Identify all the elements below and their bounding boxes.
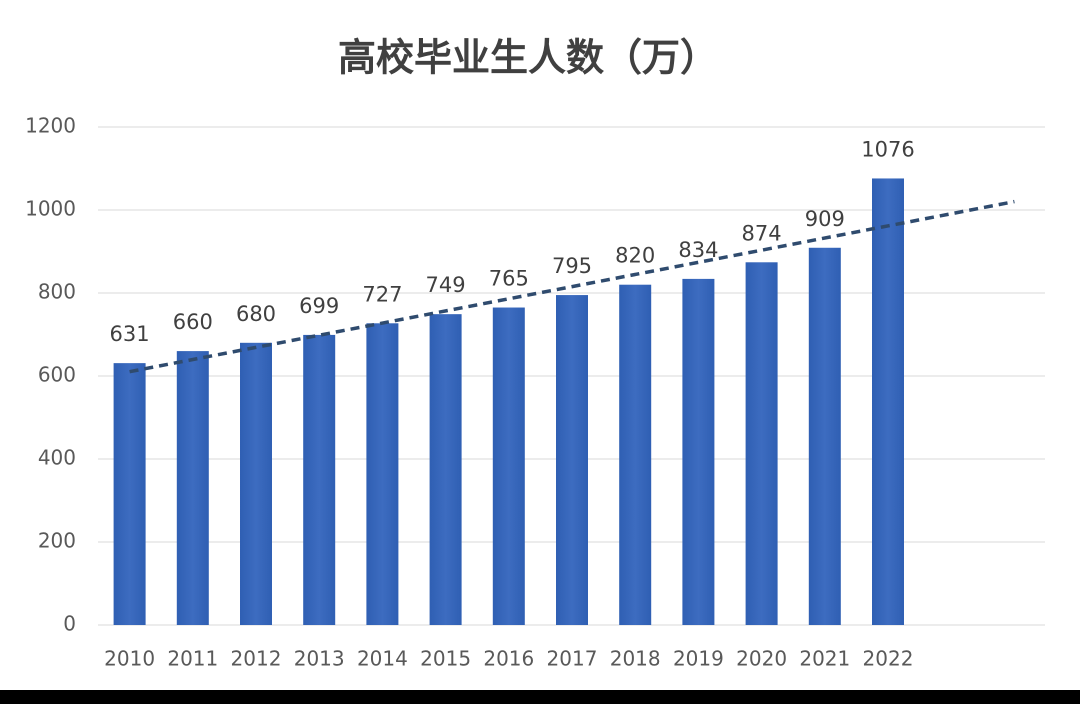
data-label: 749 bbox=[426, 273, 466, 297]
bar bbox=[240, 342, 272, 625]
y-tick-label: 0 bbox=[63, 612, 76, 636]
bar bbox=[619, 284, 652, 625]
x-tick-label: 2016 bbox=[483, 647, 534, 671]
bar bbox=[429, 314, 462, 625]
y-tick-label: 600 bbox=[38, 363, 76, 387]
data-label: 680 bbox=[236, 302, 276, 326]
data-label: 765 bbox=[489, 267, 529, 291]
x-tick-label: 2022 bbox=[863, 647, 914, 671]
data-label: 795 bbox=[552, 254, 592, 278]
bar bbox=[682, 278, 715, 625]
y-tick-label: 800 bbox=[38, 280, 76, 304]
data-label: 909 bbox=[805, 207, 845, 231]
data-label: 834 bbox=[678, 238, 718, 262]
data-label: 660 bbox=[173, 310, 213, 334]
y-tick-label: 200 bbox=[38, 529, 76, 553]
y-tick-label: 1000 bbox=[25, 197, 76, 221]
x-tick-label: 2011 bbox=[167, 647, 218, 671]
x-tick-label: 2014 bbox=[357, 647, 408, 671]
x-tick-label: 2012 bbox=[231, 647, 282, 671]
bar bbox=[556, 295, 588, 625]
y-tick-label: 1200 bbox=[25, 114, 76, 138]
x-tick-label: 2021 bbox=[799, 647, 850, 671]
data-label: 727 bbox=[362, 282, 402, 306]
trendline bbox=[129, 199, 1015, 374]
bar bbox=[492, 307, 525, 625]
bar bbox=[303, 334, 336, 625]
data-label: 874 bbox=[742, 221, 782, 245]
data-label: 1076 bbox=[861, 137, 914, 161]
bar bbox=[872, 178, 904, 625]
x-tick-label: 2015 bbox=[420, 647, 471, 671]
x-tick-label: 2020 bbox=[736, 647, 787, 671]
bar bbox=[113, 363, 146, 625]
x-tick-label: 2013 bbox=[294, 647, 345, 671]
x-tick-label: 2019 bbox=[673, 647, 724, 671]
data-label: 699 bbox=[299, 294, 339, 318]
x-tick-label: 2018 bbox=[610, 647, 661, 671]
bar bbox=[366, 323, 399, 625]
chart-title: 高校毕业生人数（万） bbox=[338, 36, 718, 80]
bar bbox=[745, 262, 778, 625]
bar bbox=[176, 351, 209, 625]
x-tick-label: 2010 bbox=[104, 647, 155, 671]
data-label: 820 bbox=[615, 244, 655, 268]
bottom-bar bbox=[0, 690, 1080, 704]
bar bbox=[808, 247, 841, 625]
x-tick-label: 2017 bbox=[547, 647, 598, 671]
data-label: 631 bbox=[110, 322, 150, 346]
y-tick-label: 400 bbox=[38, 446, 76, 470]
